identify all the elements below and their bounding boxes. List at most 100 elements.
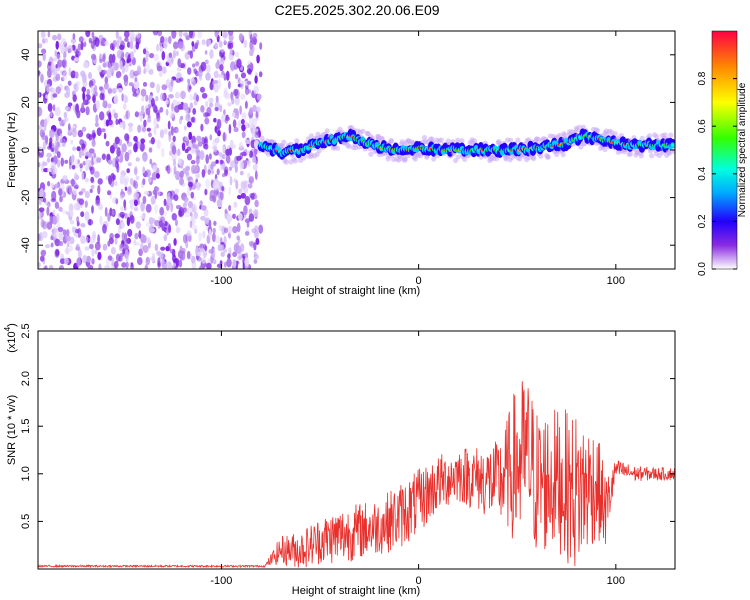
noise-blob bbox=[161, 51, 166, 61]
noise-blob bbox=[232, 213, 236, 219]
noise-blob bbox=[50, 165, 55, 176]
noise-blob bbox=[202, 112, 209, 118]
noise-blob bbox=[209, 189, 215, 199]
noise-blob bbox=[39, 212, 42, 218]
noise-blob bbox=[134, 77, 138, 82]
noise-blob bbox=[212, 227, 216, 234]
colorbar-label: Normalized spectral amplitude bbox=[737, 82, 748, 217]
noise-blob bbox=[138, 230, 142, 239]
noise-blob bbox=[123, 175, 130, 184]
noise-blob bbox=[91, 205, 94, 214]
noise-blob bbox=[241, 124, 246, 132]
noise-blob bbox=[52, 34, 58, 41]
noise-blob bbox=[179, 170, 184, 179]
ridge-halo bbox=[561, 131, 567, 137]
noise-blob bbox=[175, 219, 178, 227]
noise-blob bbox=[236, 155, 242, 161]
noise-blob bbox=[38, 207, 45, 213]
noise-blob bbox=[149, 81, 155, 89]
noise-blob bbox=[72, 188, 78, 195]
ridge-halo bbox=[360, 128, 366, 134]
noise-blob bbox=[240, 181, 246, 190]
noise-blob bbox=[127, 122, 134, 128]
noise-blob bbox=[129, 69, 135, 79]
ridge-halo bbox=[259, 135, 265, 141]
snr-ytick-label: 1.0 bbox=[20, 466, 32, 481]
noise-blob bbox=[125, 110, 129, 119]
ridge-halo bbox=[594, 128, 601, 134]
noise-blob bbox=[227, 253, 231, 260]
noise-blob bbox=[76, 221, 80, 227]
noise-blob bbox=[104, 207, 108, 217]
snr-ytick-label: 2.5 bbox=[20, 323, 32, 338]
noise-blob bbox=[62, 118, 67, 124]
noise-blob bbox=[145, 50, 150, 58]
noise-blob bbox=[225, 148, 230, 156]
noise-blob bbox=[176, 149, 181, 157]
noise-blob bbox=[52, 104, 56, 112]
noise-blob bbox=[148, 147, 153, 153]
noise-blob bbox=[185, 113, 191, 122]
noise-blob bbox=[163, 234, 168, 242]
noise-blob bbox=[126, 216, 131, 227]
noise-blob bbox=[148, 132, 152, 138]
noise-blob bbox=[218, 73, 224, 79]
ridge-halo bbox=[530, 154, 536, 160]
noise-blob bbox=[232, 251, 238, 258]
noise-blob bbox=[189, 102, 193, 109]
noise-blob bbox=[244, 100, 248, 109]
noise-blob bbox=[159, 71, 163, 77]
noise-blob bbox=[155, 173, 160, 179]
snr-ytick-label: 2.0 bbox=[20, 371, 32, 386]
noise-blob bbox=[149, 53, 155, 59]
noise-blob bbox=[178, 157, 182, 165]
noise-blob bbox=[85, 178, 89, 183]
noise-blob bbox=[240, 243, 245, 253]
noise-blob bbox=[172, 258, 178, 264]
noise-blob bbox=[38, 43, 43, 49]
noise-blob bbox=[154, 243, 159, 251]
noise-blob bbox=[241, 112, 247, 120]
noise-blob bbox=[186, 121, 192, 128]
noise-blob bbox=[75, 50, 81, 57]
ridge-halo bbox=[301, 155, 307, 161]
noise-blob bbox=[161, 223, 165, 231]
noise-blob bbox=[121, 221, 125, 229]
noise-blob bbox=[102, 243, 108, 251]
spectrogram-xlabel: Height of straight line (km) bbox=[292, 285, 420, 297]
spectrogram-ylabel: Frequency (Hz) bbox=[6, 112, 18, 188]
noise-blob bbox=[232, 144, 236, 149]
noise-blob bbox=[146, 127, 151, 132]
noise-blob bbox=[234, 88, 240, 99]
noise-blob bbox=[124, 63, 129, 73]
noise-blob bbox=[91, 53, 97, 61]
noise-blob bbox=[48, 141, 52, 149]
noise-blob bbox=[213, 83, 219, 93]
noise-blob bbox=[54, 201, 60, 209]
noise-blob bbox=[157, 257, 161, 267]
noise-blob bbox=[71, 226, 75, 233]
ridge-halo bbox=[493, 156, 500, 162]
noise-blob bbox=[80, 235, 86, 245]
noise-blob bbox=[116, 146, 121, 157]
noise-blob bbox=[44, 37, 49, 44]
noise-blob bbox=[245, 139, 251, 144]
ridge-halo bbox=[557, 132, 563, 138]
noise-blob bbox=[244, 257, 250, 267]
noise-blob bbox=[259, 42, 263, 50]
noise-blob bbox=[149, 228, 156, 233]
noise-blob bbox=[229, 139, 234, 150]
noise-blob bbox=[247, 150, 250, 156]
noise-blob bbox=[178, 41, 184, 49]
ridge-halo bbox=[402, 156, 408, 162]
noise-blob bbox=[164, 36, 168, 44]
noise-blob bbox=[90, 176, 95, 183]
noise-blob bbox=[163, 211, 167, 217]
noise-blob bbox=[175, 128, 179, 133]
noise-blob bbox=[42, 38, 46, 44]
noise-blob bbox=[145, 203, 152, 213]
noise-blob bbox=[71, 164, 76, 170]
noise-blob bbox=[38, 162, 41, 168]
noise-blob bbox=[192, 142, 196, 149]
noise-blob bbox=[223, 227, 229, 234]
